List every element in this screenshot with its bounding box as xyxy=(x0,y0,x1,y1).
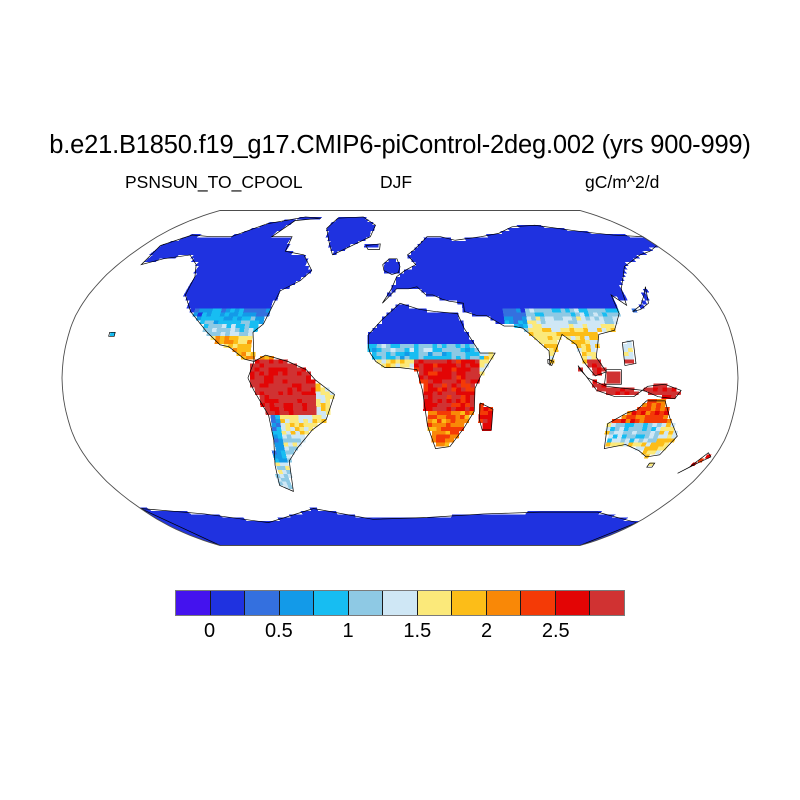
map-panel xyxy=(0,200,800,560)
colorbar-cell-12[interactable] xyxy=(590,591,624,615)
coastline xyxy=(632,286,649,312)
coastline-layer xyxy=(108,216,712,546)
colorbar-cell-7[interactable] xyxy=(417,591,453,615)
coastline xyxy=(108,331,116,337)
colorbar-cell-10[interactable] xyxy=(521,591,556,615)
colorbar-tick-1.5: 1.5 xyxy=(403,620,432,642)
coastline xyxy=(577,365,682,400)
coastline xyxy=(365,243,381,250)
coastline xyxy=(603,400,678,458)
colorbar-cell-4[interactable] xyxy=(314,591,349,615)
coastline xyxy=(646,462,656,468)
data-cell-group xyxy=(219,328,676,459)
coastline xyxy=(326,216,376,256)
colorbar-cell-5[interactable] xyxy=(348,591,384,615)
subtitle-row: PSNSUN_TO_CPOOL DJF gC/m^2/d xyxy=(0,172,800,194)
colorbar-tick-2: 2 xyxy=(480,620,493,642)
colorbar-cell-8[interactable] xyxy=(452,591,487,615)
colorbar-cell-6[interactable] xyxy=(383,591,418,615)
coastline xyxy=(478,402,494,431)
coastline xyxy=(621,340,637,366)
coastline xyxy=(547,358,554,367)
page-title: b.e21.B1850.f19_g17.CMIP6-piControl-2deg… xyxy=(49,131,751,159)
map-frame xyxy=(61,210,739,546)
colorbar-tick-labels: 0 0.5 1 1.5 2 2.5 xyxy=(0,620,800,646)
data-cell-group xyxy=(139,217,660,546)
data-cell-group xyxy=(214,336,673,447)
colorbar-cell-2[interactable] xyxy=(245,591,280,615)
data-cell-group xyxy=(202,308,662,490)
coastline xyxy=(382,258,401,275)
colorbar[interactable] xyxy=(175,590,625,616)
coastline xyxy=(382,224,658,377)
world-map xyxy=(61,210,739,546)
colorbar-cell-1[interactable] xyxy=(210,591,246,615)
colorbar-tick-0.5: 0.5 xyxy=(264,620,293,642)
coastline xyxy=(604,369,622,385)
colorbar-cell-3[interactable] xyxy=(279,591,315,615)
coastline xyxy=(368,302,496,450)
coastline xyxy=(140,216,321,362)
season-label: DJF xyxy=(380,172,413,192)
data-cell-group xyxy=(249,359,682,423)
colorbar-cell-9[interactable] xyxy=(486,591,522,615)
colorbar-tick-1: 1 xyxy=(342,620,354,642)
colorbar-tick-2.5: 2.5 xyxy=(541,620,570,642)
colorbar-tick-0: 0 xyxy=(204,620,216,642)
units-label: gC/m^2/d xyxy=(585,172,660,192)
data-cells-layer xyxy=(109,217,712,546)
coastline xyxy=(247,354,335,492)
coastline xyxy=(677,452,712,474)
colorbar-cell-0[interactable] xyxy=(176,591,211,615)
variable-label: PSNSUN_TO_CPOOL xyxy=(125,172,303,192)
colorbar-cell-11[interactable] xyxy=(555,591,591,615)
